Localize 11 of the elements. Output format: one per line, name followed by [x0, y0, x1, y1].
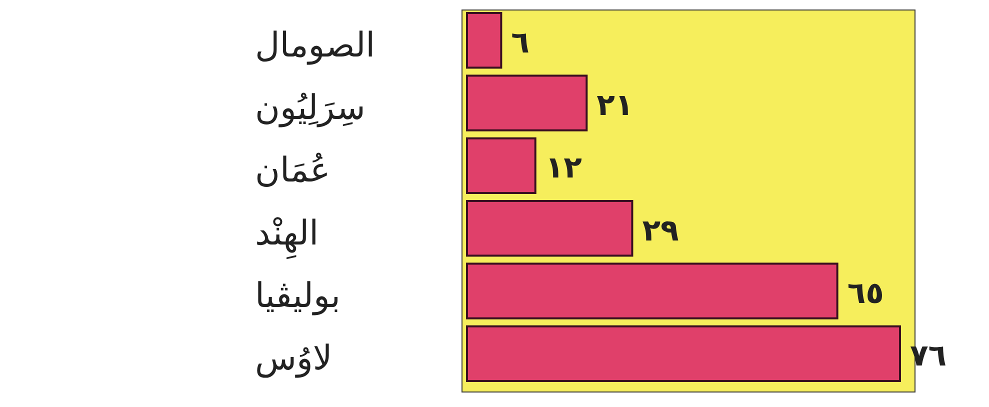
y-tick-label: لاوُس: [255, 338, 332, 379]
data-label: ١٢: [545, 150, 582, 186]
data-label: ٦٥: [847, 276, 884, 311]
y-tick-label: سِرَلِيُون: [255, 88, 366, 128]
y-tick-label: الهِنْد: [255, 213, 319, 260]
y-tick-label: الصومال: [255, 25, 376, 66]
y-tick-label: عُمَان: [255, 150, 330, 191]
data-label: ٢١: [596, 88, 634, 123]
y-tick-label: بوليڤيا: [255, 276, 340, 316]
data-label: ٦: [511, 25, 530, 60]
data-label: ٢٩: [642, 213, 679, 248]
